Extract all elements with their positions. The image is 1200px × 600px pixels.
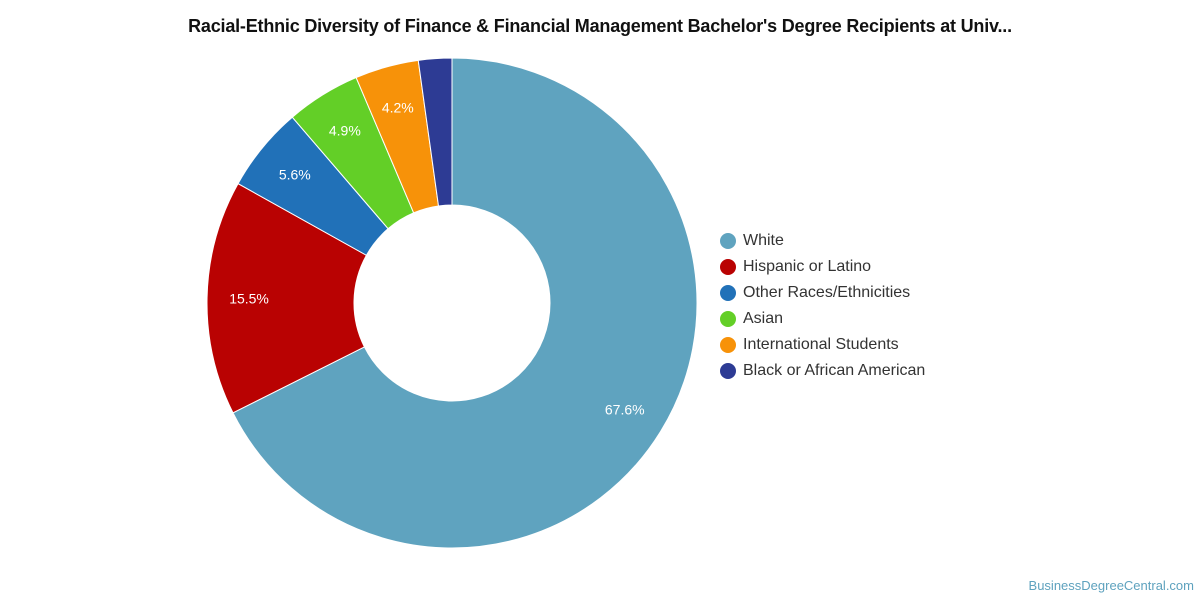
slice-hispanic-or-latino[interactable] — [206, 182, 368, 414]
legend-swatch-icon — [720, 363, 736, 379]
slice-label-white: 67.6% — [605, 402, 645, 418]
chart-title: Racial-Ethnic Diversity of Finance & Fin… — [188, 16, 1012, 36]
legend-swatch-icon — [720, 259, 736, 275]
legend-label: Black or African American — [743, 362, 926, 379]
legend-label: Hispanic or Latino — [743, 258, 872, 275]
watermark[interactable]: BusinessDegreeCentral.com — [1028, 578, 1194, 593]
slice-black-or-african-american[interactable] — [417, 57, 453, 207]
slice-label-other-races-ethnicities: 5.6% — [279, 167, 311, 183]
legend-swatch-icon — [720, 311, 736, 327]
legend-swatch-icon — [720, 233, 736, 249]
legend-label: International Students — [743, 336, 899, 353]
slice-label-hispanic-or-latino: 15.5% — [229, 291, 269, 307]
legend-label: White — [743, 232, 784, 249]
legend-item-white[interactable]: White — [720, 228, 925, 254]
legend-item-asian[interactable]: Asian — [720, 306, 925, 332]
legend-swatch-icon — [720, 285, 736, 301]
slice-label-asian: 4.9% — [329, 123, 361, 139]
legend-item-hispanic-or-latino[interactable]: Hispanic or Latino — [720, 254, 925, 280]
slice-label-international-students: 4.2% — [382, 99, 414, 115]
slice-white[interactable] — [232, 57, 698, 549]
legend-item-other-races-ethnicities[interactable]: Other Races/Ethnicities — [720, 280, 925, 306]
legend-label: Asian — [743, 310, 784, 327]
chart-legend: White Hispanic or Latino Other Races/Ethni… — [720, 228, 925, 384]
legend-item-black-or-african-american[interactable]: Black or African American — [720, 358, 925, 384]
legend-item-international-students[interactable]: International Students — [720, 332, 925, 358]
legend-swatch-icon — [720, 337, 736, 353]
legend-label: Other Races/Ethnicities — [743, 284, 911, 301]
